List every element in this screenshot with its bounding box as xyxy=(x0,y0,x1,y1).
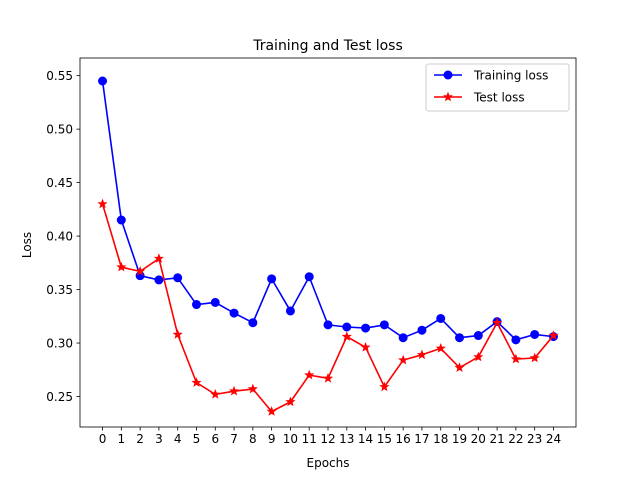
data-point xyxy=(492,317,503,328)
y-tick-label: 0.40 xyxy=(46,229,73,243)
data-point xyxy=(342,322,352,332)
x-tick-label: 13 xyxy=(339,432,354,446)
data-point xyxy=(398,354,409,365)
x-tick-label: 1 xyxy=(118,432,126,446)
x-tick-label: 15 xyxy=(377,432,392,446)
data-point xyxy=(229,385,240,396)
x-tick-label: 24 xyxy=(546,432,561,446)
data-point xyxy=(529,352,540,363)
data-point xyxy=(210,297,220,307)
x-tick-label: 19 xyxy=(452,432,467,446)
legend-marker xyxy=(442,91,454,102)
data-point xyxy=(436,313,446,323)
data-point xyxy=(455,333,465,343)
y-tick-label: 0.50 xyxy=(46,122,73,136)
data-point xyxy=(361,323,371,333)
x-axis: 0 1 2 3 4 5 6 7 8 9 10 11 12 13 14 15 16 17 18 19 20 21 22 23 24 xyxy=(99,427,561,446)
y-axis: 0.25 0.30 0.35 0.40 0.45 0.50 0.55 xyxy=(46,69,80,404)
x-tick-label: 9 xyxy=(268,432,276,446)
legend-label: Test loss xyxy=(473,91,525,105)
x-tick-label: 17 xyxy=(414,432,429,446)
data-point xyxy=(267,274,277,284)
data-point xyxy=(341,331,352,341)
x-tick-label: 10 xyxy=(283,432,298,446)
chart-title: Training and Test loss xyxy=(252,38,403,54)
x-tick-label: 20 xyxy=(471,432,486,446)
data-point xyxy=(154,275,164,285)
legend: Training loss Test loss xyxy=(425,63,570,112)
data-point xyxy=(172,329,183,339)
data-point xyxy=(511,335,521,345)
data-point xyxy=(510,353,521,364)
data-point xyxy=(416,349,427,360)
x-tick-label: 21 xyxy=(489,432,504,446)
data-point xyxy=(191,377,202,387)
legend-label: Training loss xyxy=(473,69,548,83)
data-point xyxy=(173,273,183,283)
data-point xyxy=(285,306,295,316)
data-point xyxy=(153,253,164,263)
x-tick-label: 4 xyxy=(174,432,182,446)
data-point xyxy=(379,320,389,330)
data-point xyxy=(304,272,314,282)
data-point xyxy=(266,406,277,416)
data-point xyxy=(379,381,390,392)
data-point xyxy=(454,362,465,372)
data-point xyxy=(530,329,540,339)
legend-item: Training loss xyxy=(434,69,548,83)
x-tick-label: 18 xyxy=(433,432,448,446)
data-point xyxy=(116,215,126,225)
data-point xyxy=(285,396,296,407)
x-tick-label: 3 xyxy=(155,432,163,446)
x-tick-label: 16 xyxy=(396,432,411,446)
data-point xyxy=(473,351,484,362)
x-tick-label: 7 xyxy=(230,432,238,446)
plot-area xyxy=(97,76,559,416)
data-point xyxy=(322,373,334,383)
x-tick-label: 11 xyxy=(302,432,317,446)
y-tick-label: 0.25 xyxy=(46,390,73,404)
y-tick-label: 0.45 xyxy=(46,176,73,190)
data-point xyxy=(135,266,146,276)
y-tick-label: 0.55 xyxy=(46,69,73,83)
data-point xyxy=(323,320,333,330)
data-point xyxy=(360,342,371,352)
data-point xyxy=(116,261,127,272)
data-point xyxy=(548,330,559,340)
data-point xyxy=(210,389,221,399)
y-tick-label: 0.30 xyxy=(46,336,73,350)
x-tick-label: 8 xyxy=(249,432,257,446)
x-tick-label: 14 xyxy=(358,432,373,446)
data-point xyxy=(398,333,408,343)
x-tick-label: 6 xyxy=(211,432,219,446)
y-tick-label: 0.35 xyxy=(46,283,73,297)
x-tick-label: 12 xyxy=(320,432,335,446)
x-tick-label: 0 xyxy=(99,432,107,446)
data-point xyxy=(98,76,108,86)
data-point xyxy=(304,369,315,380)
legend-marker xyxy=(443,70,453,80)
data-point xyxy=(417,325,427,335)
x-tick-label: 5 xyxy=(193,432,201,446)
x-axis-label: Epochs xyxy=(307,456,350,470)
data-point xyxy=(229,308,239,318)
data-point xyxy=(473,331,483,341)
data-point xyxy=(248,318,258,328)
x-tick-label: 2 xyxy=(136,432,144,446)
x-tick-label: 22 xyxy=(508,432,523,446)
data-point xyxy=(247,383,258,394)
data-point xyxy=(97,198,108,209)
data-point xyxy=(435,343,446,353)
legend-item: Test loss xyxy=(434,91,525,105)
y-axis-label: Loss xyxy=(20,232,34,258)
x-tick-label: 23 xyxy=(527,432,542,446)
series-test-loss xyxy=(97,198,559,416)
data-point xyxy=(191,300,201,310)
